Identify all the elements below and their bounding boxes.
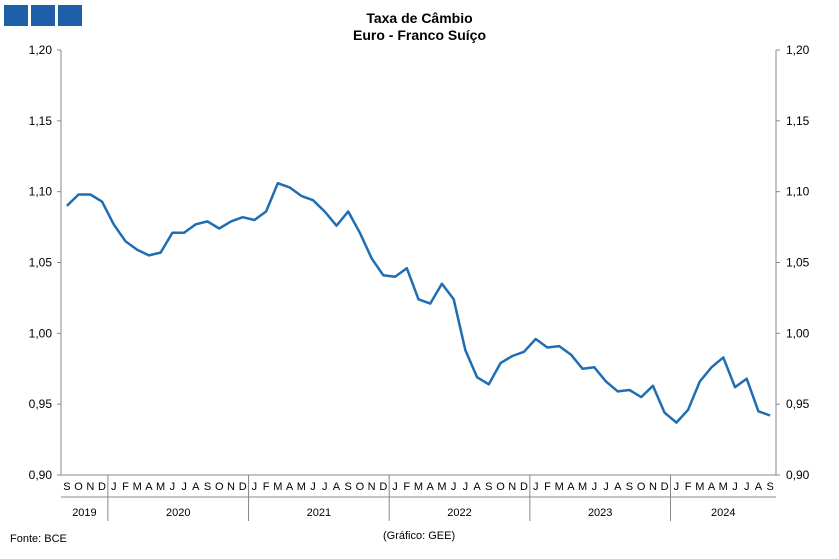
- y-tick-label-right: 1,15: [786, 114, 810, 128]
- y-tick-label-left: 1,00: [29, 326, 53, 340]
- month-label: J: [181, 481, 187, 493]
- month-label: A: [708, 481, 716, 493]
- month-label: A: [333, 481, 341, 493]
- month-label: M: [133, 481, 142, 493]
- month-label: J: [322, 481, 328, 493]
- month-label: J: [592, 481, 598, 493]
- logo-square: [4, 5, 28, 26]
- month-label: F: [263, 481, 270, 493]
- month-label: A: [286, 481, 294, 493]
- month-label: A: [145, 481, 153, 493]
- month-label: F: [403, 481, 410, 493]
- month-label: J: [603, 481, 609, 493]
- month-label: M: [555, 481, 564, 493]
- chart-axes: [60, 50, 777, 498]
- year-label: 2022: [447, 507, 471, 519]
- month-label: J: [310, 481, 316, 493]
- year-label: 2024: [711, 507, 735, 519]
- month-label: A: [567, 481, 575, 493]
- month-label: D: [661, 481, 669, 493]
- month-label: S: [485, 481, 492, 493]
- year-label: 2020: [166, 507, 190, 519]
- month-label: D: [239, 481, 247, 493]
- month-label: A: [614, 481, 622, 493]
- y-tick-label-left: 1,10: [29, 185, 53, 199]
- month-label: N: [86, 481, 94, 493]
- month-label: S: [63, 481, 70, 493]
- y-tick-label-right: 1,05: [786, 256, 810, 270]
- month-label: J: [111, 481, 117, 493]
- month-label: M: [414, 481, 423, 493]
- month-label: M: [156, 481, 165, 493]
- y-tick-label-left: 0,90: [29, 468, 53, 482]
- month-label: O: [637, 481, 646, 493]
- month-label: J: [392, 481, 398, 493]
- month-label: M: [695, 481, 704, 493]
- y-tick-label-right: 0,95: [786, 397, 810, 411]
- source-note: Fonte: BCE: [10, 533, 67, 545]
- month-label: S: [204, 481, 211, 493]
- month-label: A: [473, 481, 481, 493]
- logo-squares-icon: [4, 5, 82, 26]
- month-label: J: [732, 481, 738, 493]
- series-layer: [66, 181, 771, 424]
- y-tick-label-right: 1,00: [786, 326, 810, 340]
- month-label: O: [356, 481, 365, 493]
- month-label: J: [451, 481, 457, 493]
- chart-title: Taxa de Câmbio: [366, 10, 473, 26]
- year-label: 2021: [307, 507, 331, 519]
- month-label: N: [227, 481, 235, 493]
- month-label: M: [437, 481, 446, 493]
- month-label: S: [626, 481, 633, 493]
- year-label: 2019: [72, 507, 96, 519]
- month-label: S: [766, 481, 773, 493]
- month-label: S: [345, 481, 352, 493]
- month-label: J: [170, 481, 176, 493]
- month-label: M: [273, 481, 282, 493]
- month-label: F: [685, 481, 692, 493]
- month-label: D: [379, 481, 387, 493]
- month-label: A: [755, 481, 763, 493]
- series-line: [66, 181, 771, 424]
- y-axis-ticks: 1,20 1,20 1,15 1,15 1,10 1,10 1,05 1,05 1,00 1,00…: [29, 43, 810, 482]
- month-label: M: [719, 481, 728, 493]
- credit-note: (Gráfico: GEE): [383, 530, 456, 542]
- month-label: D: [98, 481, 106, 493]
- month-label: N: [508, 481, 516, 493]
- y-tick-label-left: 1,20: [29, 43, 53, 57]
- y-tick-label-left: 1,15: [29, 114, 53, 128]
- month-label: J: [252, 481, 258, 493]
- month-label: F: [544, 481, 551, 493]
- y-tick-label-right: 1,10: [786, 185, 810, 199]
- y-tick-label-left: 1,05: [29, 256, 53, 270]
- month-label: O: [215, 481, 224, 493]
- month-label: D: [520, 481, 528, 493]
- month-label: O: [74, 481, 83, 493]
- chart-subtitle: Euro - Franco Suíço: [352, 27, 486, 43]
- y-tick-label-right: 0,90: [786, 468, 810, 482]
- month-label: A: [427, 481, 435, 493]
- month-label: N: [649, 481, 657, 493]
- logo-square: [58, 5, 82, 26]
- y-tick-label-left: 0,95: [29, 397, 53, 411]
- month-label: M: [297, 481, 306, 493]
- month-label: M: [578, 481, 587, 493]
- month-label: J: [533, 481, 539, 493]
- year-label: 2023: [588, 507, 612, 519]
- month-label: A: [192, 481, 200, 493]
- y-tick-label-right: 1,20: [786, 43, 810, 57]
- logo-square: [31, 5, 55, 26]
- month-label: J: [674, 481, 680, 493]
- month-label: O: [496, 481, 505, 493]
- month-label: J: [463, 481, 469, 493]
- month-label: N: [368, 481, 376, 493]
- month-label: F: [122, 481, 129, 493]
- month-label: J: [744, 481, 750, 493]
